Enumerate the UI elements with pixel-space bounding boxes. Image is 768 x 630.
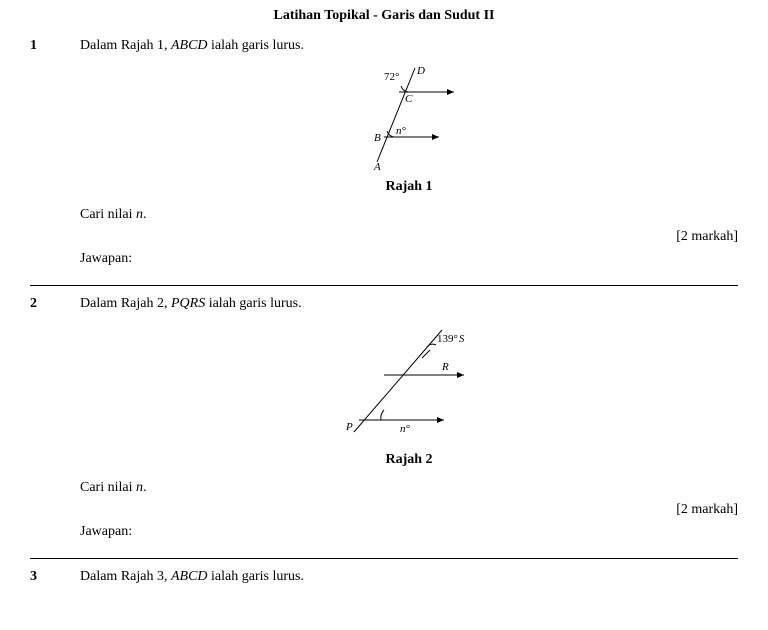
cari-italic: n [136, 207, 143, 222]
question-body: Dalam Rajah 2, PQRS ialah garis lurus. [80, 296, 738, 544]
intro-post: ialah garis lurus. [205, 296, 301, 311]
cari-italic: n [136, 480, 143, 495]
intro-post: ialah garis lurus. [208, 569, 304, 584]
question-2: 2 Dalam Rajah 2, PQRS ialah garis lurus. [30, 296, 738, 544]
cari-pre: Cari nilai [80, 480, 136, 495]
intro-pre: Dalam Rajah 2, [80, 296, 171, 311]
svg-text:A: A [373, 161, 381, 172]
question-intro: Dalam Rajah 3, ABCD ialah garis lurus. [80, 569, 738, 585]
svg-text:n°: n° [400, 423, 411, 435]
diagram-1: 72° D C B n° A Rajah 1 [80, 62, 738, 195]
cari-post: . [143, 480, 147, 495]
diagram-2: 139°S R n° P Rajah 2 [80, 320, 738, 468]
svg-text:P: P [345, 421, 353, 433]
page-title: Latihan Topikal - Garis dan Sudut II [30, 8, 738, 24]
svg-text:C: C [405, 93, 413, 105]
divider [30, 285, 738, 286]
intro-italic: PQRS [171, 296, 205, 311]
marks: [2 markah] [80, 229, 738, 245]
jawapan: Jawapan: [80, 251, 738, 267]
svg-text:72°: 72° [384, 71, 399, 83]
intro-pre: Dalam Rajah 3, [80, 569, 171, 584]
diagram-caption: Rajah 1 [80, 179, 738, 195]
question-number: 2 [30, 296, 80, 312]
intro-post: ialah garis lurus. [208, 38, 304, 53]
question-3: 3 Dalam Rajah 3, ABCD ialah garis lurus. [30, 569, 738, 593]
divider [30, 558, 738, 559]
diagram-caption: Rajah 2 [80, 452, 738, 468]
cari-line: Cari nilai n. [80, 480, 738, 496]
question-1: 1 Dalam Rajah 1, ABCD ialah garis lurus.… [30, 38, 738, 271]
intro-italic: ABCD [171, 38, 208, 53]
svg-text:R: R [441, 361, 449, 373]
jawapan: Jawapan: [80, 524, 738, 540]
cari-pre: Cari nilai [80, 207, 136, 222]
question-number: 1 [30, 38, 80, 54]
question-number: 3 [30, 569, 80, 585]
cari-post: . [143, 207, 147, 222]
svg-text:B: B [374, 132, 381, 144]
svg-text:n°: n° [396, 125, 407, 137]
svg-text:139°S: 139°S [437, 333, 465, 345]
cari-line: Cari nilai n. [80, 207, 738, 223]
intro-pre: Dalam Rajah 1, [80, 38, 171, 53]
svg-text:D: D [416, 65, 425, 77]
question-body: Dalam Rajah 1, ABCD ialah garis lurus. 7… [80, 38, 738, 271]
question-intro: Dalam Rajah 1, ABCD ialah garis lurus. [80, 38, 738, 54]
intro-italic: ABCD [171, 569, 208, 584]
question-intro: Dalam Rajah 2, PQRS ialah garis lurus. [80, 296, 738, 312]
question-body: Dalam Rajah 3, ABCD ialah garis lurus. [80, 569, 738, 593]
marks: [2 markah] [80, 502, 738, 518]
